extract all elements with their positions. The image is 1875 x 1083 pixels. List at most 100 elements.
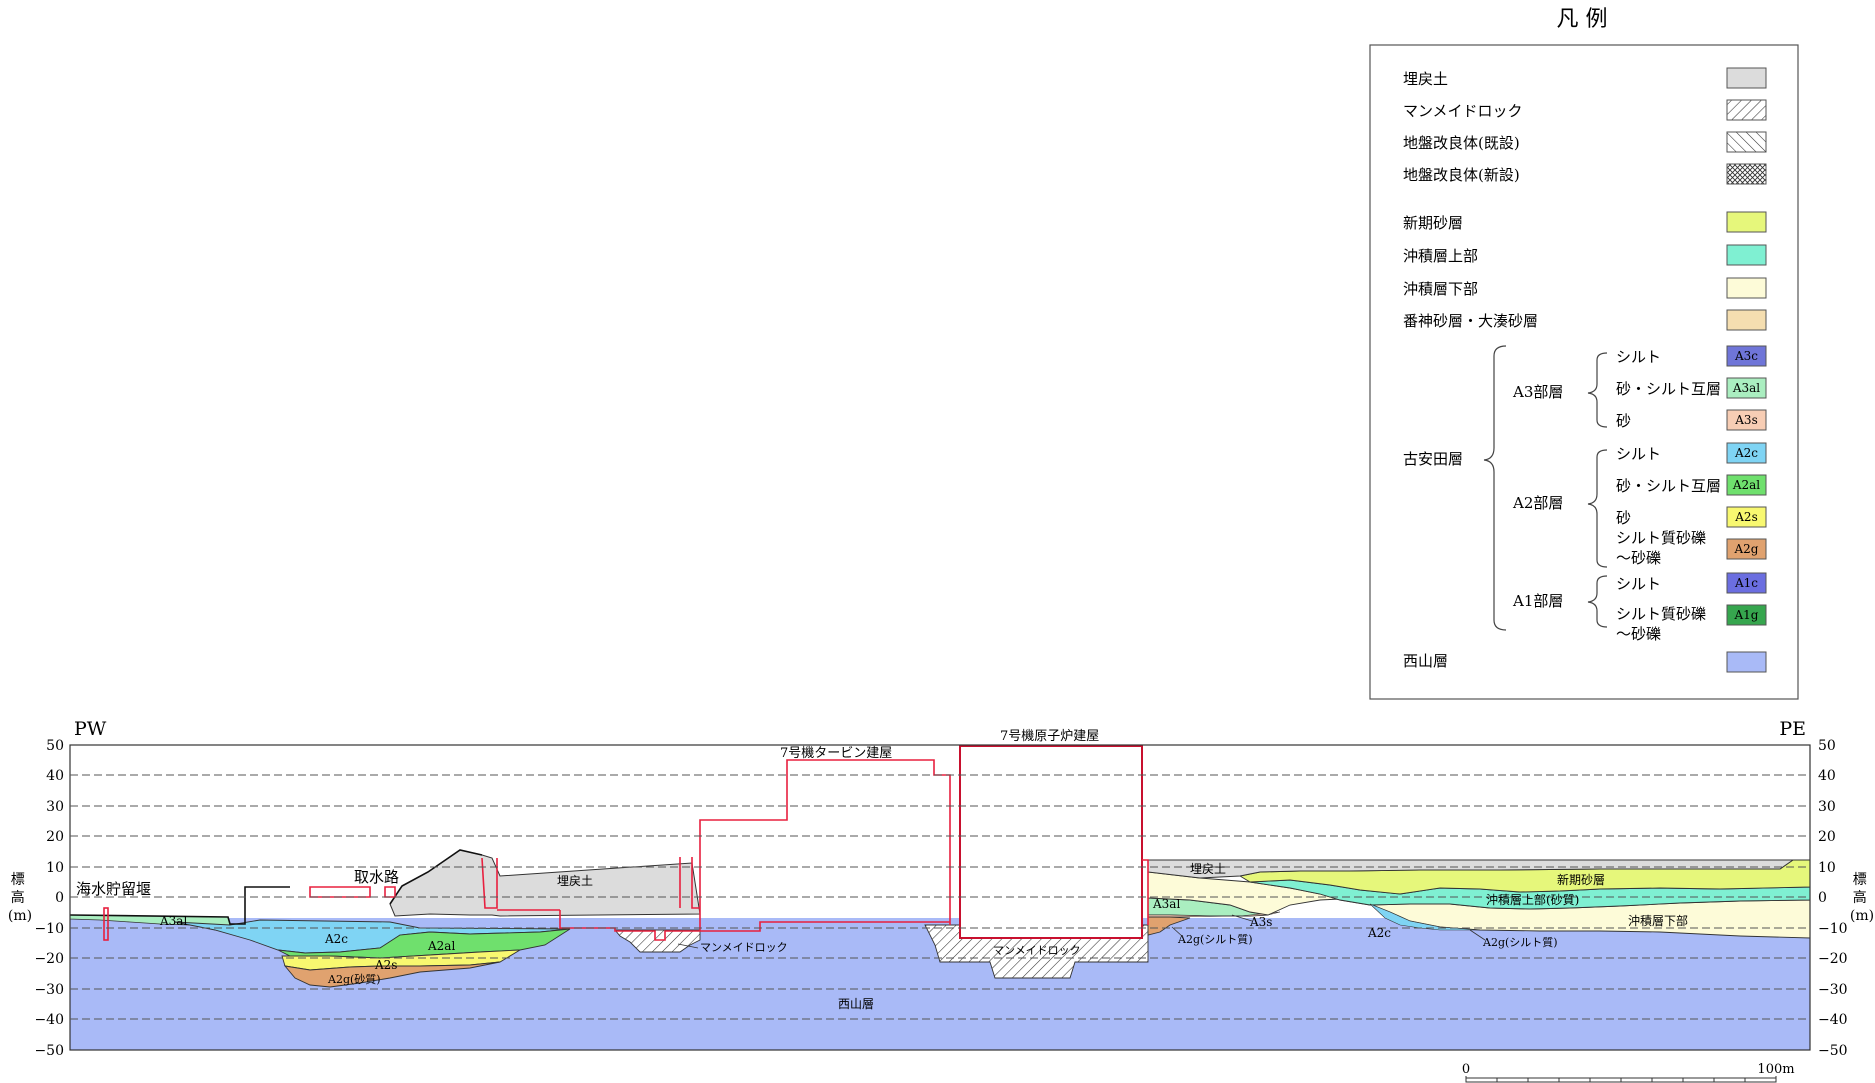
legend-code-a2s: A2s bbox=[1734, 510, 1757, 524]
left-tick-20: 20 bbox=[46, 829, 64, 845]
ground-surface-line bbox=[69, 849, 483, 925]
label-a3s-right: A3s bbox=[1249, 915, 1272, 929]
legend-swatch-backfill bbox=[1726, 67, 1767, 89]
legend-swatch-a3c bbox=[1726, 345, 1767, 367]
legend-code-a3c: A3c bbox=[1734, 349, 1758, 363]
legend-brace-a2 bbox=[1587, 449, 1608, 568]
left-axis-label-line2: 高 bbox=[11, 889, 25, 906]
legend-label-a1g-line2: ～砂礫 bbox=[1616, 625, 1661, 643]
left-tick-minus20: −20 bbox=[34, 951, 64, 967]
legend-title: 凡 例 bbox=[1557, 7, 1608, 32]
legend-label-a2al: 砂・シルト互層 bbox=[1616, 477, 1721, 495]
label-backfill-right: 埋戻土 bbox=[1190, 862, 1226, 876]
label-a3al-right: A3al bbox=[1152, 897, 1180, 911]
label-a2c-left: A2c bbox=[324, 932, 348, 946]
intake-structure-outline bbox=[309, 886, 396, 898]
legend-code-a2g: A2g bbox=[1734, 542, 1759, 556]
left-tick-minus40: −40 bbox=[34, 1012, 64, 1028]
right-axis-label-line1: 標 bbox=[1853, 872, 1867, 888]
label-a2c-right: A2c bbox=[1367, 926, 1391, 940]
legend-label-a2-member: A2部層 bbox=[1512, 494, 1563, 512]
label-a3al-left: A3al bbox=[159, 914, 187, 928]
right-tick-20: 20 bbox=[1818, 829, 1836, 845]
scale-bar-zero: 0 bbox=[1462, 1062, 1470, 1077]
label-a2s-left: A2s bbox=[374, 958, 397, 972]
seawater-weir-marker bbox=[103, 907, 109, 941]
legend-label-manmade-rock: マンメイドロック bbox=[1403, 102, 1523, 120]
legend-swatch-nishiyama bbox=[1726, 651, 1767, 673]
legend-label-banjin-sand: 番神砂層・大湊砂層 bbox=[1403, 312, 1538, 330]
legend-swatch-a1c bbox=[1726, 572, 1767, 594]
legend-label-existing-improvement: 地盤改良体(既設) bbox=[1403, 134, 1520, 152]
left-tick-10: 10 bbox=[46, 860, 64, 876]
legend-swatch-a3al bbox=[1726, 377, 1767, 399]
seawater-weir-label: 海水貯留堰 bbox=[76, 880, 151, 898]
legend-swatch-banjin-sand bbox=[1726, 309, 1767, 331]
legend-label-alluvium-upper: 沖積層上部 bbox=[1403, 247, 1478, 265]
legend-label-a1c: シルト bbox=[1616, 575, 1661, 593]
left-tick-40: 40 bbox=[46, 768, 64, 784]
legend-swatch-new-improvement bbox=[1726, 163, 1767, 185]
legend-swatch-a2s bbox=[1726, 506, 1767, 528]
left-axis-label-line1: 標 bbox=[11, 872, 25, 888]
backfill-right-area bbox=[1147, 859, 1810, 879]
right-end-label: PE bbox=[1779, 718, 1806, 740]
a2c-right-area bbox=[1369, 903, 1481, 931]
leader-a2g-right-2 bbox=[1469, 929, 1486, 941]
legend-label-a1g-line1: シルト質砂礫 bbox=[1616, 605, 1706, 623]
leader-a2g-right-1 bbox=[1171, 926, 1184, 938]
right-tick-10: 10 bbox=[1818, 860, 1836, 876]
legend-code-a1c: A1c bbox=[1734, 576, 1758, 590]
intake-label: 取水路 bbox=[354, 868, 399, 886]
legend-code-a3s: A3s bbox=[1734, 413, 1757, 427]
right-tick-0: 0 bbox=[1818, 890, 1827, 906]
legend-swatch-a2c bbox=[1726, 442, 1767, 464]
legend-label-nishiyama: 西山層 bbox=[1403, 652, 1448, 670]
label-nishiyama: 西山層 bbox=[838, 997, 874, 1011]
manmade-rock-1 bbox=[614, 929, 701, 953]
legend-label-koyasuda: 古安田層 bbox=[1403, 450, 1463, 468]
left-axis-label-line3: (m) bbox=[8, 908, 32, 924]
right-tick-minus10: −10 bbox=[1818, 921, 1848, 937]
right-tick-50: 50 bbox=[1818, 738, 1836, 754]
left-tick-minus10: −10 bbox=[34, 921, 64, 937]
right-axis-label-line2: 高 bbox=[1853, 889, 1867, 906]
a2g-left-area bbox=[283, 961, 501, 988]
label-a2g-right-2: A2g(シルト質) bbox=[1482, 935, 1558, 949]
right-axis-label: 標 高 (m) bbox=[1850, 872, 1874, 924]
right-tick-minus50: −50 bbox=[1818, 1043, 1848, 1059]
turbine-building-outline bbox=[699, 759, 951, 932]
right-tick-30: 30 bbox=[1818, 799, 1836, 815]
legend-label-a2g-line1: シルト質砂礫 bbox=[1616, 529, 1706, 547]
grid-lines bbox=[70, 774, 1810, 1020]
label-a2al-left: A2al bbox=[427, 939, 455, 953]
legend-label-a1g: シルト質砂礫 ～砂礫 bbox=[1616, 605, 1711, 643]
left-tick-30: 30 bbox=[46, 799, 64, 815]
reactor-building-label: 7号機原子炉建屋 bbox=[1000, 729, 1099, 744]
right-tick-minus20: −20 bbox=[1818, 951, 1848, 967]
legend-label-a2c: シルト bbox=[1616, 445, 1661, 463]
legend-swatch-a1g bbox=[1726, 604, 1767, 626]
legend-label-backfill: 埋戻土 bbox=[1403, 70, 1448, 88]
cross-section: 50 40 30 20 10 0 −10 −20 −30 −40 −50 標 高… bbox=[8, 718, 1874, 1083]
legend-label-a3s: 砂 bbox=[1616, 412, 1631, 430]
legend-label-a3al: 砂・シルト互層 bbox=[1616, 380, 1721, 398]
legend-code-a2al: A2al bbox=[1732, 478, 1760, 492]
legend-label-shinki-sand: 新期砂層 bbox=[1403, 214, 1463, 232]
right-tick-40: 40 bbox=[1818, 768, 1836, 784]
right-tick-minus30: −30 bbox=[1818, 982, 1848, 998]
legend-label-a1-member: A1部層 bbox=[1512, 592, 1563, 610]
legend-code-a2c: A2c bbox=[1734, 446, 1758, 460]
legend-swatch-manmade-rock bbox=[1726, 99, 1767, 121]
legend-swatch-alluvium-lower bbox=[1726, 277, 1767, 299]
right-axis: 50 40 30 20 10 0 −10 −20 −30 −40 −50 標 高… bbox=[1818, 738, 1874, 1059]
legend-label-a2g-line2: ～砂礫 bbox=[1616, 549, 1661, 567]
legend-label-a2s: 砂 bbox=[1616, 509, 1631, 527]
left-end-label: PW bbox=[74, 718, 107, 740]
legend-label-a3c: シルト bbox=[1616, 348, 1661, 366]
left-tick-minus50: −50 bbox=[34, 1043, 64, 1059]
reactor-building-outline bbox=[959, 745, 1143, 939]
legend-swatch-a3s bbox=[1726, 409, 1767, 431]
intake-channel-outline bbox=[481, 857, 700, 911]
